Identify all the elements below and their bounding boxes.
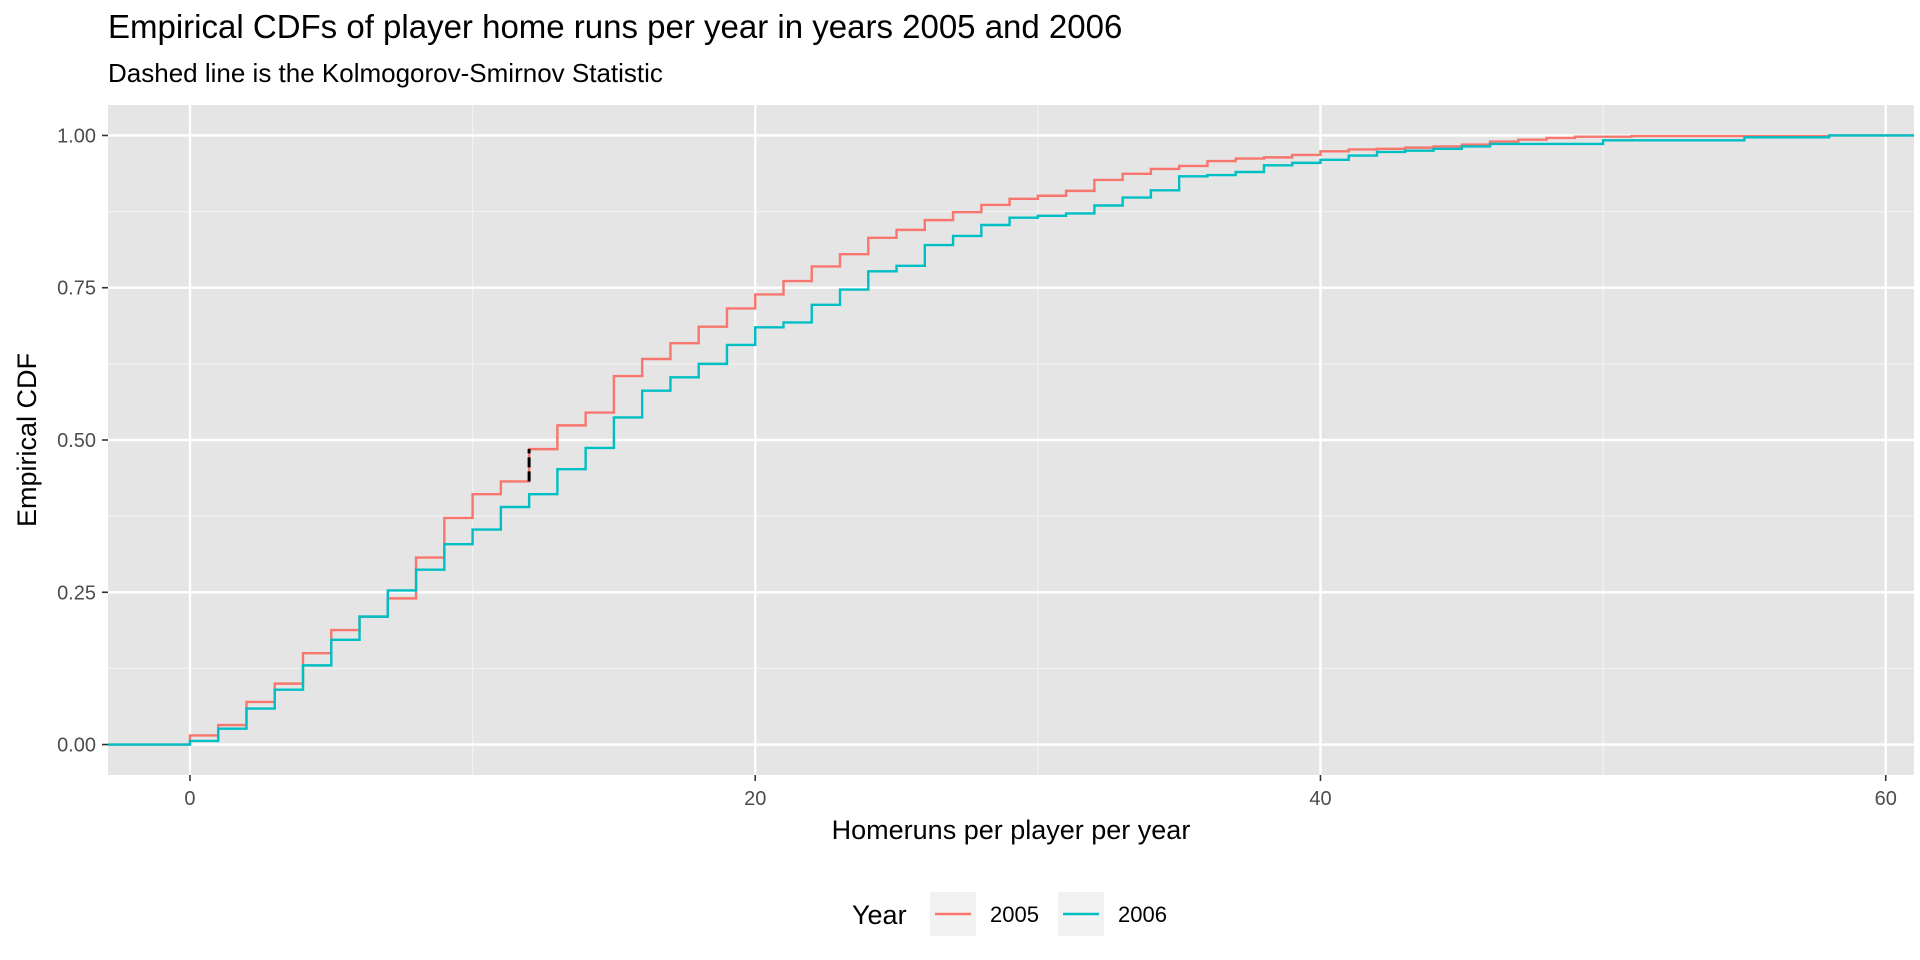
grid-major — [108, 105, 1914, 775]
y-tick-label: 0.75 — [57, 278, 96, 300]
y-tick-label: 0.00 — [57, 735, 96, 757]
x-tick-label: 20 — [744, 788, 766, 810]
y-tick-label: 1.00 — [57, 125, 96, 147]
x-tick-label: 0 — [184, 788, 195, 810]
y-tick-label: 0.25 — [57, 582, 96, 604]
y-axis-title: Empirical CDF — [12, 353, 42, 527]
legend: Year 2005 2006 — [852, 892, 1167, 936]
chart-title: Empirical CDFs of player home runs per y… — [108, 8, 1123, 45]
x-axis: 0 20 40 60 — [184, 775, 1897, 810]
y-tick-label: 0.50 — [57, 430, 96, 452]
legend-label-2006: 2006 — [1118, 902, 1167, 927]
series-line-2006 — [108, 134, 1914, 746]
y-axis: 0.00 0.25 0.50 0.75 1.00 — [57, 125, 108, 757]
legend-label-2005: 2005 — [990, 902, 1039, 927]
x-tick-label: 40 — [1309, 788, 1331, 810]
x-axis-title: Homeruns per player per year — [832, 815, 1191, 845]
chart-subtitle: Dashed line is the Kolmogorov-Smirnov St… — [108, 58, 663, 88]
series-layer — [108, 134, 1914, 746]
x-tick-label: 60 — [1875, 788, 1897, 810]
legend-title: Year — [852, 900, 907, 930]
